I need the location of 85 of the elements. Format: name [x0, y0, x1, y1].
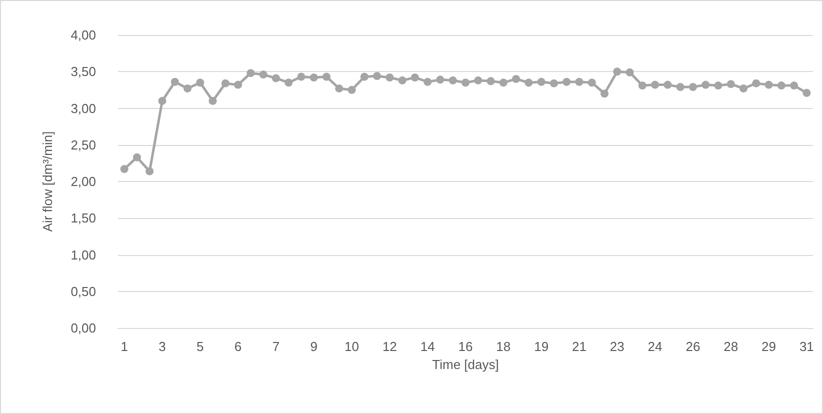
- x-tick-label: 3: [158, 339, 166, 354]
- point: [184, 84, 192, 92]
- x-tick-label: 29: [762, 339, 776, 354]
- x-tick-label: 7: [272, 339, 280, 354]
- point: [790, 82, 798, 90]
- point: [246, 69, 255, 78]
- point: [170, 78, 179, 86]
- x-tick-label: 16: [458, 339, 473, 354]
- point: [740, 84, 748, 92]
- point: [613, 68, 622, 76]
- point: [764, 80, 773, 89]
- point: [196, 78, 204, 87]
- y-tick-label: 0,50: [70, 284, 96, 299]
- point: [436, 76, 444, 84]
- y-tick-label: 1,50: [70, 210, 96, 226]
- x-tick-label: 24: [648, 339, 662, 354]
- x-tick-label: 5: [196, 339, 204, 354]
- y-tick-label: 3,50: [70, 64, 96, 80]
- y-axis-title: Air flow [dm³/min]: [40, 131, 55, 232]
- point: [322, 72, 330, 81]
- x-tick-label: 18: [496, 339, 511, 354]
- point: [424, 78, 432, 86]
- point: [310, 73, 318, 82]
- point: [234, 80, 242, 89]
- point: [524, 78, 533, 87]
- point: [448, 76, 457, 84]
- point: [398, 76, 406, 84]
- x-tick-label: 31: [799, 339, 814, 354]
- point: [726, 80, 735, 88]
- point: [386, 73, 394, 82]
- x-tick-label: 6: [234, 339, 242, 354]
- point: [208, 96, 217, 105]
- point: [512, 74, 520, 83]
- point: [638, 82, 646, 90]
- point: [486, 77, 495, 86]
- point: [600, 90, 608, 98]
- point: [651, 80, 660, 89]
- y-tick-label: 1,00: [70, 247, 96, 262]
- point: [550, 79, 558, 88]
- point: [410, 73, 419, 82]
- y-tick-label: 2,50: [70, 137, 96, 152]
- y-tick-label: 3,00: [70, 100, 96, 116]
- x-tick-label: 12: [382, 339, 397, 354]
- point: [462, 78, 470, 87]
- point: [146, 167, 154, 176]
- x-tick-label: 23: [610, 339, 624, 354]
- y-tick-label: 2,00: [70, 174, 96, 189]
- x-axis-title: Time [days]: [432, 357, 499, 372]
- x-tick-label: 28: [724, 339, 738, 354]
- point: [221, 79, 230, 88]
- x-tick-label: 10: [344, 339, 360, 354]
- point: [664, 80, 672, 89]
- point: [272, 74, 280, 82]
- point: [284, 78, 293, 87]
- point: [802, 88, 811, 97]
- point: [499, 78, 508, 87]
- y-tick-label: 4,00: [70, 28, 96, 42]
- point: [752, 79, 760, 88]
- point: [373, 72, 382, 80]
- y-tick-label: 0,00: [70, 320, 96, 336]
- point: [297, 72, 306, 81]
- point: [360, 72, 368, 81]
- point: [120, 165, 128, 174]
- point: [676, 83, 684, 92]
- point: [714, 82, 722, 90]
- point: [158, 96, 166, 105]
- point: [537, 78, 546, 86]
- point: [688, 83, 697, 92]
- point: [348, 86, 356, 94]
- point: [626, 68, 634, 76]
- point: [575, 78, 584, 86]
- point: [335, 84, 344, 92]
- point: [702, 80, 710, 89]
- x-tick-label: 14: [420, 339, 435, 354]
- point: [777, 82, 786, 90]
- x-tick-label: 21: [572, 339, 586, 354]
- x-tick-label: 26: [686, 339, 700, 354]
- point: [588, 78, 596, 87]
- point: [132, 153, 141, 162]
- point: [562, 78, 571, 86]
- x-tick-label: 19: [534, 339, 549, 354]
- point: [259, 70, 268, 79]
- x-tick-label: 1: [120, 339, 128, 354]
- point: [474, 76, 482, 84]
- x-tick-label: 9: [310, 339, 318, 354]
